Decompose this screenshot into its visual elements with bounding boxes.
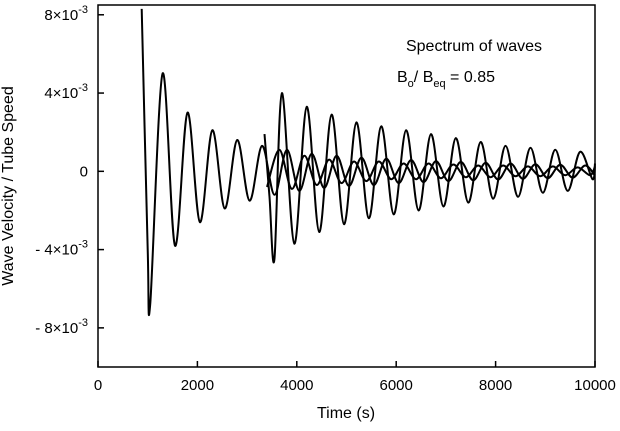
annotation-eq-sub: eq (433, 78, 445, 90)
series-line-3 (266, 148, 596, 190)
y-tick-label-base: - 8×10 (35, 320, 78, 337)
y-tick-label: - 8×10-3 (35, 317, 88, 337)
y-tick-label: 8×10-3 (44, 4, 88, 24)
y-tick-label-base: 8×10 (44, 7, 78, 24)
y-tick-label-exponent: -3 (78, 317, 88, 329)
y-tick-label: 4×10-3 (44, 82, 88, 102)
x-tick-label: 0 (94, 377, 102, 394)
x-tick-label: 6000 (380, 377, 413, 394)
annotation-slash: / B (414, 69, 434, 86)
y-tick-label-base: 0 (80, 163, 88, 180)
annotation-b-sub: o (408, 78, 414, 90)
annotation-ratio: Bo/ Beq = 0.85 (397, 69, 495, 90)
plot-frame (97, 4, 596, 368)
x-tick-label: 8000 (479, 377, 512, 394)
y-tick-label-exponent: -3 (78, 82, 88, 94)
x-axis-title: Time (s) (317, 405, 375, 422)
annotation-ratio-value: = 0.85 (446, 69, 495, 86)
x-tick-label: 4000 (280, 377, 313, 394)
y-tick-label: - 4×10-3 (35, 239, 88, 259)
y-tick-label-exponent: -3 (78, 239, 88, 251)
y-tick-label: 0 (80, 163, 88, 180)
y-tick-label-base: - 4×10 (35, 242, 78, 259)
x-tick-label: 10000 (574, 377, 616, 394)
x-axis-ticks: 0 2000 4000 6000 8000 10000 (94, 361, 616, 394)
series-line-2 (263, 92, 596, 264)
y-tick-label-exponent: -3 (78, 4, 88, 16)
series-layer (140, 8, 596, 317)
annotation-title: Spectrum of waves (406, 38, 542, 55)
x-tick-label: 2000 (181, 377, 214, 394)
y-axis-ticks: 8×10-34×10-30- 4×10-3- 8×10-3 (35, 4, 104, 337)
annotation-b-symbol: B (397, 69, 408, 86)
y-axis-title: Wave Velocity / Tube Speed (0, 86, 17, 286)
y-tick-label-base: 4×10 (44, 85, 78, 102)
